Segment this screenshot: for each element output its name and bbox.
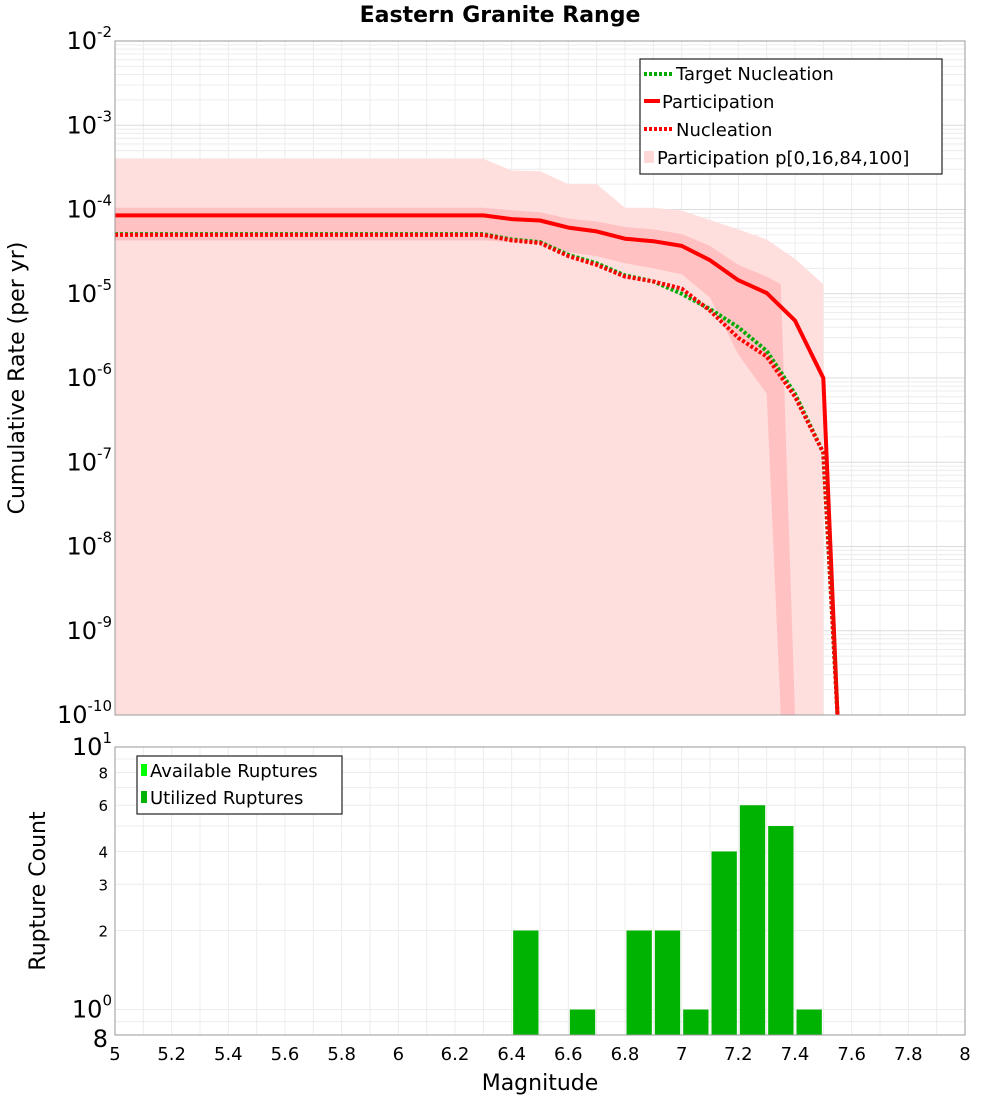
- tick-base: 10: [72, 733, 103, 761]
- x-tick-label: 6.2: [441, 1044, 470, 1065]
- tick-exponent: -7: [97, 444, 112, 462]
- tick-base: 10: [66, 617, 97, 645]
- chart-title: Eastern Granite Range: [360, 3, 641, 28]
- tick-exponent: -9: [97, 613, 112, 631]
- bottom-y-tick-label: 4: [98, 843, 108, 861]
- tick-exponent: 0: [102, 992, 112, 1010]
- legend-label-nucleation: Nucleation: [676, 120, 772, 141]
- top-series-lines: [115, 213, 840, 716]
- bottom-legend-box: [136, 755, 343, 815]
- top-y-tick-label: 10-6: [66, 360, 112, 392]
- tick-base: 10: [66, 196, 97, 224]
- legend-label-participation: Participation: [662, 92, 774, 113]
- bottom-y-tick-label: 3: [98, 876, 108, 894]
- utilized-rupture-bar: [654, 930, 681, 1035]
- top-y-tick-labels: 10-210-310-410-510-610-710-810-910-10: [57, 23, 112, 729]
- x-tick-label: 7.4: [781, 1044, 810, 1065]
- x-tick-label: 5.2: [157, 1044, 186, 1065]
- tick-base: 10: [66, 280, 97, 308]
- legend-swatch-available-ruptures: [141, 764, 147, 776]
- tick-exponent: -5: [97, 276, 112, 294]
- x-tick-label: 5.6: [271, 1044, 300, 1065]
- legend-label-available-ruptures: Available Ruptures: [150, 761, 318, 782]
- top-plot-frame: [114, 40, 966, 716]
- bottom-bars: [513, 805, 822, 1035]
- top-bands: [115, 158, 824, 716]
- tick-exponent: -2: [97, 23, 112, 41]
- participation-band-outer: [115, 158, 824, 716]
- bottom-y-tick-label: 2: [98, 923, 108, 941]
- utilized-rupture-bar: [739, 805, 766, 1035]
- x-tick-label: 6.4: [497, 1044, 526, 1065]
- bottom-y-tick-label: 8: [93, 1025, 108, 1053]
- tick-exponent: -3: [97, 107, 112, 125]
- x-tick-label: 8: [959, 1044, 970, 1065]
- tick-base: 10: [66, 448, 97, 476]
- top-y-tick-label: 10-4: [66, 192, 112, 224]
- bottom-y-tick-label: 6: [98, 797, 108, 815]
- bottom-y-major-tick-label: 101: [72, 729, 112, 761]
- utilized-rupture-bar: [569, 1009, 596, 1035]
- top-legend: Target Nucleation Participation Nucleati…: [639, 58, 943, 175]
- x-tick-label: 7.6: [837, 1044, 866, 1065]
- top-y-tick-label: 10-9: [66, 613, 112, 645]
- x-tick-label: 5.4: [214, 1044, 243, 1065]
- top-y-tick-label: 10-2: [66, 23, 112, 55]
- top-legend-box: [639, 58, 943, 175]
- top-y-tick-label: 10-5: [66, 276, 112, 308]
- top-y-axis-label: Cumulative Rate (per yr): [5, 242, 30, 515]
- tick-base: 10: [66, 111, 97, 139]
- tick-base: 10: [72, 996, 103, 1024]
- participation-line: [115, 213, 840, 716]
- top-y-tick-label: 10-7: [66, 444, 112, 476]
- utilized-rupture-bar: [683, 1009, 709, 1035]
- legend-label-participation-band: Participation p[0,16,84,100]: [657, 148, 909, 169]
- x-tick-label: 6.8: [611, 1044, 640, 1065]
- x-tick-label: 7.2: [724, 1044, 753, 1065]
- bottom-plot-frame: [114, 746, 966, 1036]
- top-y-tick-label: 10-10: [57, 697, 112, 729]
- utilized-rupture-bar: [513, 930, 539, 1035]
- bottom-x-tick-labels: 5 5.2 5.4 5.6 5.8 6 6.2 6.4 6.6 6.8 7 7.2 7.4 7.6 7.8 8: [109, 1044, 970, 1065]
- tick-exponent: -6: [97, 360, 112, 378]
- x-axis-label: Magnitude: [482, 1071, 599, 1096]
- x-tick-label: 7.8: [894, 1044, 923, 1065]
- tick-base: 10: [57, 701, 88, 729]
- utilized-rupture-bar: [768, 826, 794, 1035]
- legend-swatch-participation-band: [644, 151, 654, 163]
- bottom-y-major-tick-label: 100: [72, 992, 112, 1024]
- tick-exponent: -8: [97, 529, 112, 547]
- top-y-tick-label: 10-8: [66, 529, 112, 561]
- tick-exponent: -4: [97, 192, 112, 210]
- top-plot: 10-210-310-410-510-610-710-810-910-10 Cu…: [5, 23, 966, 729]
- utilized-rupture-bar: [626, 930, 652, 1035]
- bottom-legend: Available Ruptures Utilized Ruptures: [136, 755, 343, 815]
- legend-swatch-utilized-ruptures: [141, 791, 147, 803]
- top-y-tick-label: 10-3: [66, 107, 112, 139]
- legend-label-target-nucleation: Target Nucleation: [675, 64, 834, 85]
- tick-exponent: -10: [88, 697, 113, 715]
- tick-exponent: 1: [102, 729, 112, 747]
- x-tick-label: 5.8: [327, 1044, 356, 1065]
- bottom-y-tick-label: 8: [98, 764, 108, 782]
- tick-base: 10: [66, 364, 97, 392]
- x-tick-label: 7: [676, 1044, 687, 1065]
- legend-label-utilized-ruptures: Utilized Ruptures: [150, 788, 303, 809]
- utilized-rupture-bar: [711, 851, 737, 1035]
- tick-base: 10: [66, 27, 97, 55]
- utilized-rupture-bar: [796, 1009, 822, 1035]
- nucleation-line: [115, 232, 840, 716]
- x-tick-label: 6.6: [554, 1044, 583, 1065]
- bottom-y-axis-label: Rupture Count: [26, 811, 51, 971]
- x-tick-label: 5: [109, 1044, 120, 1065]
- x-tick-label: 6: [393, 1044, 404, 1065]
- tick-base: 10: [66, 533, 97, 561]
